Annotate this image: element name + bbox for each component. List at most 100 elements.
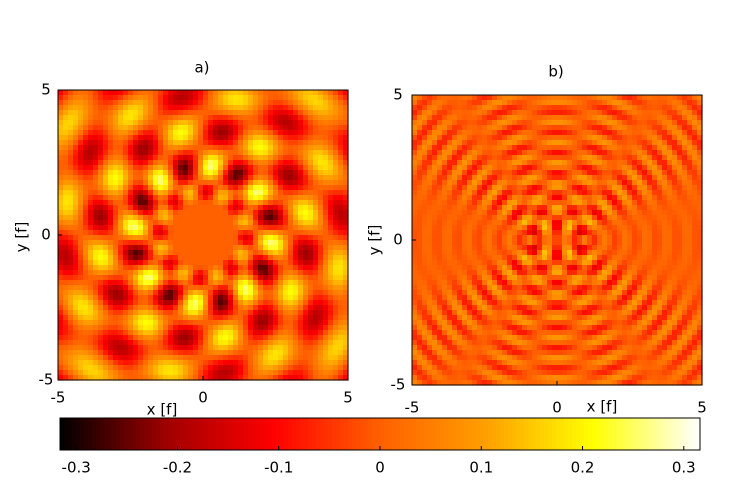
heatmap-cell [298, 115, 304, 121]
heatmap-cell [457, 170, 463, 176]
heatmap-cell [93, 245, 99, 251]
heatmap-cell [163, 150, 169, 156]
heatmap-cell [527, 235, 533, 241]
heatmap-cell [517, 205, 523, 211]
heatmap-cell [273, 255, 279, 261]
heatmap-cell [417, 275, 423, 281]
heatmap-cell [522, 150, 528, 156]
heatmap-cell [328, 215, 334, 221]
heatmap-cell [452, 190, 458, 196]
heatmap-cell [542, 355, 548, 361]
heatmap-cell [83, 175, 89, 181]
heatmap-cell [547, 95, 553, 101]
heatmap-cell [507, 325, 513, 331]
heatmap-cell [108, 210, 114, 216]
heatmap-cell [422, 365, 428, 371]
heatmap-cell [218, 210, 224, 216]
heatmap-cell [258, 90, 264, 96]
heatmap-cell [517, 170, 523, 176]
heatmap-cell [83, 95, 89, 101]
heatmap-cell [253, 160, 259, 166]
heatmap-cell [158, 275, 164, 281]
heatmap-cell [507, 290, 513, 296]
heatmap-cell [248, 340, 254, 346]
heatmap-cell [258, 240, 264, 246]
heatmap-cell [527, 150, 533, 156]
heatmap-cell [472, 115, 478, 121]
heatmap-cell [73, 375, 79, 381]
heatmap-cell [492, 360, 498, 366]
heatmap-cell [507, 350, 513, 356]
heatmap-cell [477, 345, 483, 351]
heatmap-cell [193, 135, 199, 141]
heatmap-cell [98, 130, 104, 136]
heatmap-cell [203, 270, 209, 276]
heatmap-cell [502, 205, 508, 211]
heatmap-cell [248, 295, 254, 301]
heatmap-cell [158, 320, 164, 326]
heatmap-cell [98, 180, 104, 186]
heatmap-cell [487, 125, 493, 131]
heatmap-cell [288, 365, 294, 371]
heatmap-cell [113, 190, 119, 196]
heatmap-cell [218, 200, 224, 206]
heatmap-cell [328, 320, 334, 326]
heatmap-cell [502, 140, 508, 146]
heatmap-cell [417, 200, 423, 206]
heatmap-cell [133, 270, 139, 276]
heatmap-cell [183, 270, 189, 276]
heatmap-cell [263, 335, 269, 341]
heatmap-cell [412, 235, 418, 241]
heatmap-cell [218, 320, 224, 326]
heatmap-cell [447, 215, 453, 221]
heatmap-cell [437, 200, 443, 206]
heatmap-cell [442, 245, 448, 251]
heatmap-cell [138, 340, 144, 346]
heatmap-cell [522, 140, 528, 146]
heatmap-cell [198, 265, 204, 271]
heatmap-cell [233, 135, 239, 141]
heatmap-cell [178, 160, 184, 166]
heatmap-cell [412, 305, 418, 311]
heatmap-cell [133, 195, 139, 201]
heatmap-cell [283, 350, 289, 356]
heatmap-cell [148, 245, 154, 251]
heatmap-cell [512, 170, 518, 176]
heatmap-cell [123, 125, 129, 131]
heatmap-cell [178, 335, 184, 341]
heatmap-cell [238, 285, 244, 291]
heatmap-cell [338, 245, 344, 251]
heatmap-cell [118, 335, 124, 341]
heatmap-cell [83, 335, 89, 341]
heatmap-cell [537, 225, 543, 231]
heatmap-cell [492, 230, 498, 236]
heatmap-cell [128, 335, 134, 341]
heatmap-cell [323, 195, 329, 201]
heatmap-cell [462, 290, 468, 296]
heatmap-cell [487, 300, 493, 306]
heatmap-cell [308, 280, 314, 286]
heatmap-cell [233, 315, 239, 321]
heatmap-cell [338, 120, 344, 126]
heatmap-cell [427, 275, 433, 281]
heatmap-cell [153, 260, 159, 266]
heatmap-cell [452, 315, 458, 321]
heatmap-cell [542, 285, 548, 291]
heatmap-cell [547, 330, 553, 336]
heatmap-cell [422, 195, 428, 201]
heatmap-cell [263, 145, 269, 151]
heatmap-cell [517, 180, 523, 186]
heatmap-cell [228, 360, 234, 366]
heatmap-cell [462, 370, 468, 376]
heatmap-cell [173, 340, 179, 346]
heatmap-cell [303, 155, 309, 161]
heatmap-cell [487, 200, 493, 206]
heatmap-cell [527, 125, 533, 131]
heatmap-cell [238, 130, 244, 136]
heatmap-cell [477, 100, 483, 106]
heatmap-cell [138, 355, 144, 361]
heatmap-cell [457, 105, 463, 111]
heatmap-cell [148, 210, 154, 216]
heatmap-cell [148, 360, 154, 366]
heatmap-cell [303, 160, 309, 166]
